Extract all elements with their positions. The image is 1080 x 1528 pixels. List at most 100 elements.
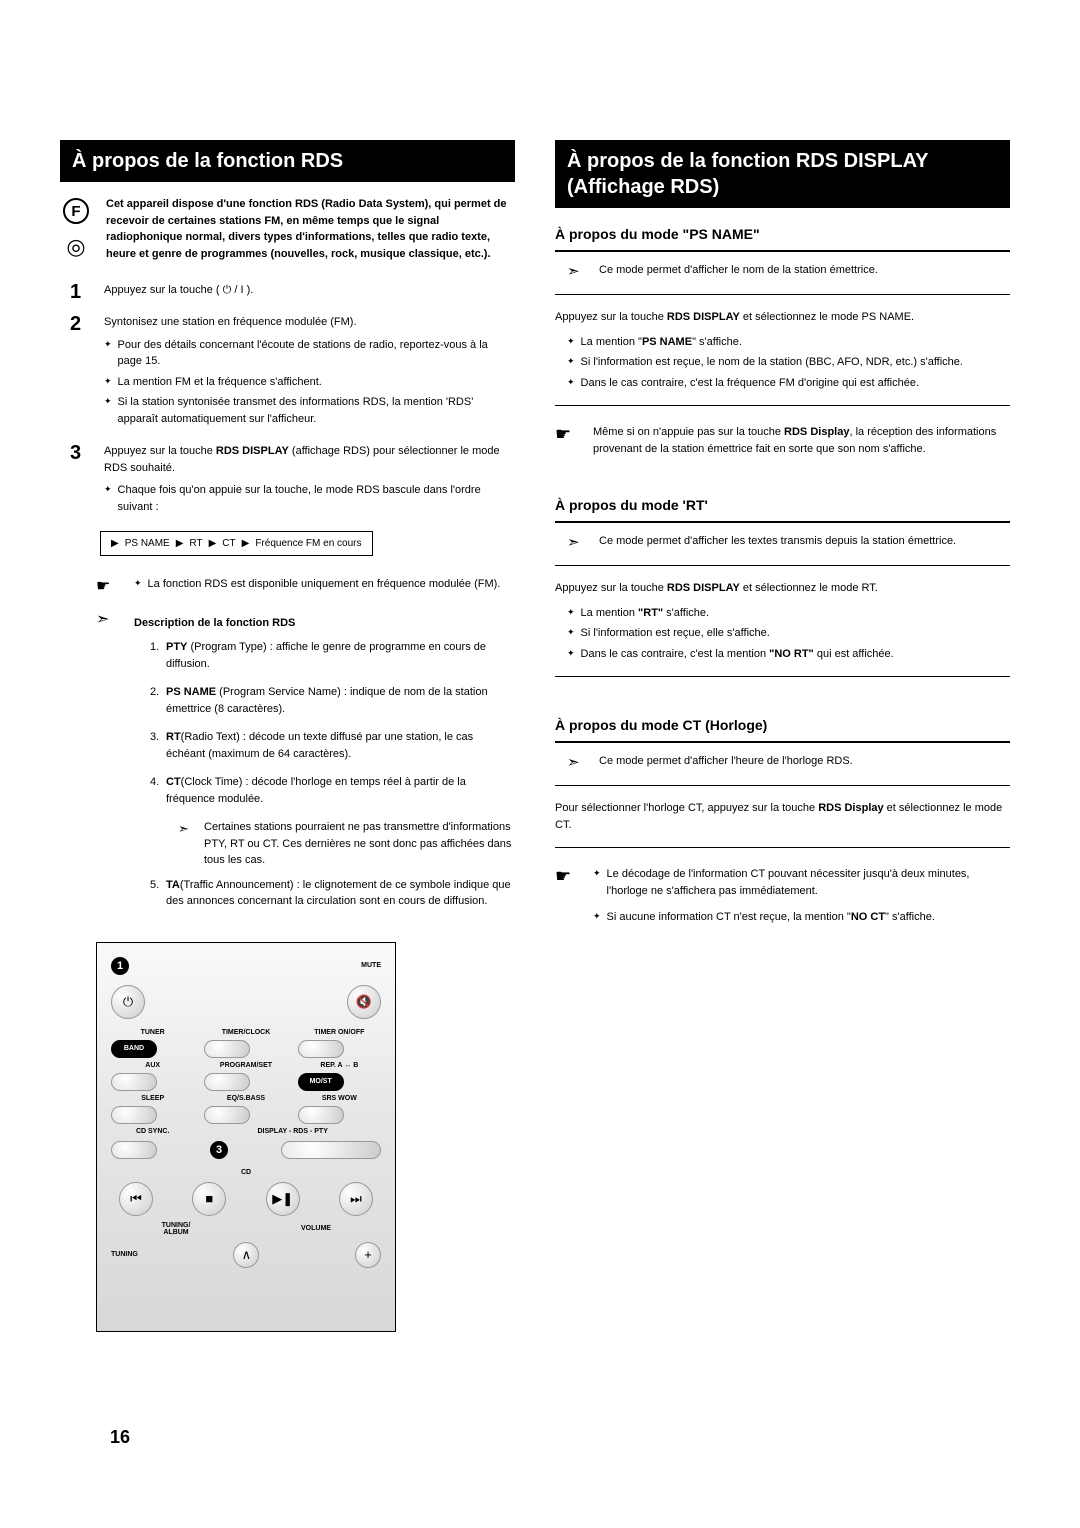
paragraph: Pour sélectionner l'horloge CT, appuyez … xyxy=(555,800,1010,833)
bullet-bold: PS NAME xyxy=(642,336,692,348)
divider xyxy=(555,741,1010,743)
mode-note-text: Ce mode permet d'afficher le nom de la s… xyxy=(599,262,1010,280)
diamond-icon: ✦ xyxy=(567,375,575,392)
flow-item: PS NAME xyxy=(125,538,170,549)
desc-text: (Clock Time) : décode l'horloge en temps… xyxy=(166,776,466,805)
step-num: 1 xyxy=(70,282,90,302)
remote-illustration: 1 MUTE ⏻ 🔇 TUNER TIMER/CLOCK TIMER ON/OF… xyxy=(96,942,396,1332)
diamond-icon: ✦ xyxy=(593,909,601,926)
flow-item: RT xyxy=(189,538,202,549)
diamond-icon: ✦ xyxy=(104,482,112,515)
remote-label-mute: MUTE xyxy=(361,962,381,969)
remote-label: TUNER xyxy=(111,1029,194,1036)
bullet-text: Dans le cas contraire, c'est la fréquenc… xyxy=(581,375,919,392)
step-1: 1 Appuyez sur la touche ( ⏻ / I ). xyxy=(70,282,515,302)
arrow-note-icon: ➣ xyxy=(96,609,124,922)
desc-num: 5. xyxy=(150,877,166,910)
flow-item: CT xyxy=(222,538,235,549)
note-block: ☛ ✦La fonction RDS est disponible unique… xyxy=(96,576,515,597)
note-text: ✦Le décodage de l'information CT pouvant… xyxy=(593,866,1010,930)
remote-button-band: BAND xyxy=(111,1040,157,1058)
language-badge: F xyxy=(63,198,89,224)
remote-label: DISPLAY - RDS - PTY xyxy=(204,1128,381,1135)
arrow-note-icon: ➣ xyxy=(567,262,589,280)
bullet-text: " s'affiche. xyxy=(692,336,742,348)
hand-icon: ☛ xyxy=(96,576,124,597)
diamond-icon: ✦ xyxy=(104,394,112,427)
desc-text: (Radio Text) : décode un texte diffusé p… xyxy=(166,731,473,760)
remote-label: TUNING xyxy=(111,1251,138,1258)
step-bold: RDS DISPLAY xyxy=(216,445,289,457)
remote-label: TIMER ON/OFF xyxy=(298,1029,381,1036)
divider xyxy=(555,785,1010,786)
remote-button xyxy=(204,1040,250,1058)
desc-num: 4. xyxy=(150,774,166,807)
mode-flow-box: ▶ PS NAME ▶ RT ▶ CT ▶ Fréquence FM en co… xyxy=(100,531,373,556)
arrow-note-icon: ➣ xyxy=(567,533,589,551)
step-body: Appuyez sur la touche RDS DISPLAY (affic… xyxy=(104,443,515,519)
up-icon: ∧ xyxy=(233,1242,259,1268)
mode-note-text: Ce mode permet d'afficher les textes tra… xyxy=(599,533,1010,551)
desc-text: (Traffic Announcement) : le clignotement… xyxy=(166,879,511,908)
diamond-icon: ✦ xyxy=(567,625,575,642)
remote-button xyxy=(204,1073,250,1091)
remote-label: VOLUME xyxy=(251,1225,381,1232)
arrow-icon: ▶ xyxy=(111,538,119,549)
step-num: 2 xyxy=(70,314,90,431)
hand-icon: ☛ xyxy=(555,866,583,930)
remote-button xyxy=(204,1106,250,1124)
page-number: 16 xyxy=(110,1427,130,1448)
step-2: 2 Syntonisez une station en fréquence mo… xyxy=(70,314,515,431)
step-body: Appuyez sur la touche ( ⏻ / I ). xyxy=(104,282,515,302)
stop-icon: ■ xyxy=(192,1182,226,1216)
bullet-text: La mention FM et la fréquence s'affichen… xyxy=(118,374,322,391)
arrow-note-icon: ➣ xyxy=(567,753,589,771)
right-column: À propos de la fonction RDS DISPLAY (Aff… xyxy=(555,140,1010,1332)
remote-label: TIMER/CLOCK xyxy=(204,1029,287,1036)
mute-button-icon: 🔇 xyxy=(347,985,381,1019)
desc-bold: CT xyxy=(166,776,181,788)
disc-icon: ◎ xyxy=(66,234,85,260)
play-icon: ▶❚ xyxy=(266,1182,300,1216)
steps-list: 1 Appuyez sur la touche ( ⏻ / I ). 2 Syn… xyxy=(60,282,515,519)
divider xyxy=(555,565,1010,566)
left-title-bar: À propos de la fonction RDS xyxy=(60,140,515,182)
remote-label: EQ/S.BASS xyxy=(204,1095,287,1102)
diamond-icon: ✦ xyxy=(104,374,112,391)
remote-label: SRS WOW xyxy=(298,1095,381,1102)
step-body: Syntonisez une station en fréquence modu… xyxy=(104,314,515,431)
step-text: Appuyez sur la touche xyxy=(104,445,216,457)
note-text: La fonction RDS est disponible uniquemen… xyxy=(148,576,501,593)
note-text: Même si on n'appuie pas sur la touche RD… xyxy=(593,424,1010,457)
power-button-icon: ⏻ xyxy=(111,985,145,1019)
section-heading-psname: À propos du mode "PS NAME" xyxy=(555,226,1010,242)
step-3: 3 Appuyez sur la touche RDS DISPLAY (aff… xyxy=(70,443,515,519)
desc-bold: PTY xyxy=(166,641,187,653)
desc-bold: RT xyxy=(166,731,181,743)
diamond-icon: ✦ xyxy=(593,866,601,899)
hand-icon: ☛ xyxy=(555,424,583,457)
bullet-text: Si la station syntonisée transmet des in… xyxy=(118,394,515,427)
arrow-icon: ▶ xyxy=(242,538,250,549)
remote-button xyxy=(298,1040,344,1058)
callout-1: 1 xyxy=(111,957,129,975)
diamond-icon: ✦ xyxy=(567,605,575,622)
divider xyxy=(555,405,1010,406)
plus-icon: + xyxy=(355,1242,381,1268)
arrow-icon: ▶ xyxy=(209,538,217,549)
desc-num: 1. xyxy=(150,639,166,672)
right-title-bar: À propos de la fonction RDS DISPLAY (Aff… xyxy=(555,140,1010,208)
left-column: À propos de la fonction RDS Cet appareil… xyxy=(60,140,515,1332)
remote-button-most: MO/ST xyxy=(298,1073,344,1091)
desc-bold: PS NAME xyxy=(166,686,216,698)
callout-3: 3 xyxy=(210,1141,228,1159)
flow-item: Fréquence FM en cours xyxy=(255,538,361,549)
next-icon: ⏭ xyxy=(339,1182,373,1216)
divider xyxy=(555,847,1010,848)
desc-header: Description de la fonction RDS xyxy=(134,615,515,632)
remote-button xyxy=(111,1073,157,1091)
desc-block: ➣ Description de la fonction RDS 1.PTY (… xyxy=(96,609,515,922)
remote-button-rds xyxy=(281,1141,381,1159)
note-bullet: Le décodage de l'information CT pouvant … xyxy=(607,866,1010,899)
remote-button xyxy=(111,1141,157,1159)
